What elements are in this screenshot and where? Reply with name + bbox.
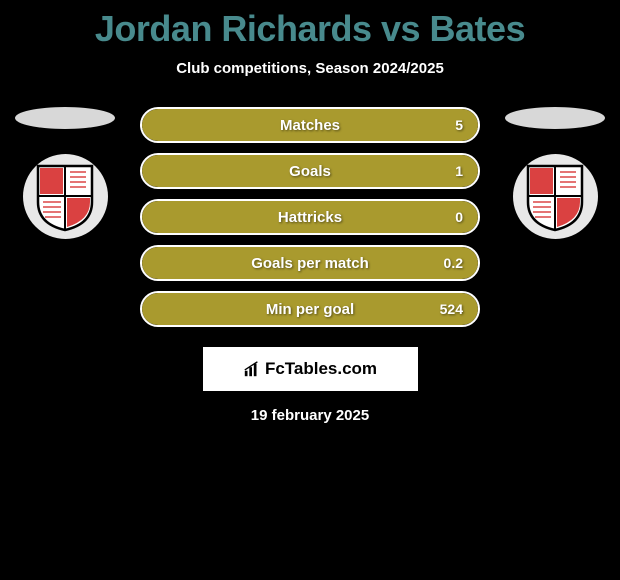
left-player-oval: [15, 107, 115, 129]
stat-value-right: 1: [455, 163, 463, 179]
stat-bar: Matches 5: [140, 107, 480, 143]
logo-content: FcTables.com: [243, 359, 377, 379]
left-player-side: [10, 107, 120, 239]
right-player-oval: [505, 107, 605, 129]
stat-value-right: 5: [455, 117, 463, 133]
date-text: 19 february 2025: [0, 407, 620, 424]
stat-bar: Goals 1: [140, 153, 480, 189]
right-player-side: [500, 107, 610, 239]
subtitle: Club competitions, Season 2024/2025: [0, 60, 620, 77]
page-title: Jordan Richards vs Bates: [0, 0, 620, 50]
shield-icon: [34, 162, 96, 232]
stat-value-right: 0.2: [444, 255, 463, 271]
chart-bars-icon: [243, 360, 261, 378]
right-club-badge: [513, 154, 598, 239]
logo-text: FcTables.com: [265, 359, 377, 379]
stat-label: Hattricks: [278, 209, 342, 226]
left-club-badge: [23, 154, 108, 239]
stat-label: Matches: [280, 117, 340, 134]
stat-label: Goals: [289, 163, 331, 180]
stat-bar: Min per goal 524: [140, 291, 480, 327]
logo-box: FcTables.com: [203, 347, 418, 391]
stat-bar: Goals per match 0.2: [140, 245, 480, 281]
stat-bar: Hattricks 0: [140, 199, 480, 235]
stat-value-right: 524: [440, 301, 463, 317]
stats-bars: Matches 5 Goals 1 Hattricks 0 Goals per match 0…: [140, 107, 480, 327]
comparison-container: Matches 5 Goals 1 Hattricks 0 Goals per match 0…: [0, 107, 620, 327]
stat-label: Min per goal: [266, 301, 354, 318]
stat-label: Goals per match: [251, 255, 369, 272]
shield-icon: [524, 162, 586, 232]
stat-value-right: 0: [455, 209, 463, 225]
